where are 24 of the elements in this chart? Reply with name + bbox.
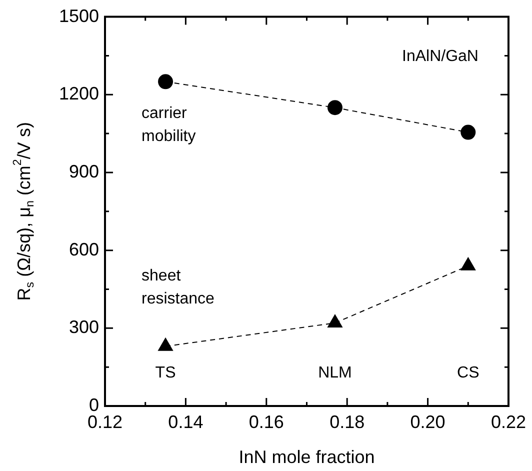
y-tick-label: 300 — [68, 317, 99, 338]
annotation: InAlN/GaN — [402, 48, 478, 66]
point — [158, 74, 174, 90]
annotation: NLM — [318, 364, 352, 382]
series-label: carrier mobility — [142, 105, 196, 146]
x-axis-title: InN mole fraction — [238, 446, 375, 467]
x-tick-label: 0.16 — [248, 412, 284, 432]
point — [460, 124, 476, 140]
x-tick-label: 0.18 — [330, 412, 365, 432]
annotation: CS — [457, 364, 480, 382]
x-tick-label: 0.22 — [490, 412, 526, 432]
point — [327, 100, 342, 116]
y-tick-label: 1500 — [58, 6, 99, 26]
y-axis-title: Rs (Ω/sq), μn (cm2/V s) — [11, 122, 37, 301]
series-label: sheet resistance — [142, 268, 215, 308]
y-tick-label: 1200 — [58, 84, 99, 104]
point — [460, 257, 476, 270]
y-tick-label: 600 — [68, 239, 99, 260]
point — [328, 314, 342, 328]
y-tick-label: 900 — [68, 161, 99, 182]
point — [158, 338, 173, 351]
x-tick-label: 0.20 — [410, 412, 446, 432]
annotation: TS — [155, 364, 176, 382]
x-tick-label: 0.14 — [168, 412, 204, 432]
